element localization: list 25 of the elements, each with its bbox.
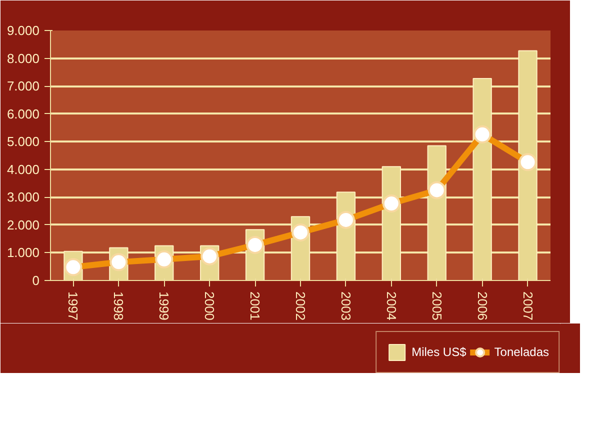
legend-label: Toneladas bbox=[494, 345, 549, 359]
x-tick-label: 1998 bbox=[111, 292, 126, 320]
x-tick-label: 1997 bbox=[66, 292, 81, 320]
x-tick-label: 2007 bbox=[520, 292, 536, 320]
y-tick-label: 2.000 bbox=[6, 217, 40, 232]
y-tick-label: 4.000 bbox=[6, 162, 40, 177]
y-tick-label: 3.000 bbox=[6, 190, 40, 205]
x-tick-label: 2006 bbox=[474, 292, 490, 320]
x-tick-label: 2002 bbox=[293, 292, 308, 320]
y-tick-label: 6.000 bbox=[6, 106, 40, 122]
y-tick-label: 9.000 bbox=[6, 23, 40, 38]
y-tick-label: 0 bbox=[32, 273, 40, 288]
y-tick-label: 1.000 bbox=[6, 245, 40, 260]
bar bbox=[518, 50, 538, 280]
y-tick-label: 7.000 bbox=[6, 78, 40, 94]
x-tick-label: 2004 bbox=[384, 292, 399, 320]
bar bbox=[472, 78, 492, 280]
x-tick-label: 2003 bbox=[338, 292, 354, 320]
y-tick-label: 8.000 bbox=[6, 50, 40, 66]
x-tick-label: 2005 bbox=[429, 292, 444, 320]
x-tick-label: 1999 bbox=[156, 292, 172, 320]
y-tick-label: 5.000 bbox=[6, 134, 40, 150]
x-tick-label: 2001 bbox=[248, 292, 263, 320]
legend-label: Miles US$ bbox=[412, 345, 466, 359]
x-tick-label: 2000 bbox=[202, 292, 218, 320]
